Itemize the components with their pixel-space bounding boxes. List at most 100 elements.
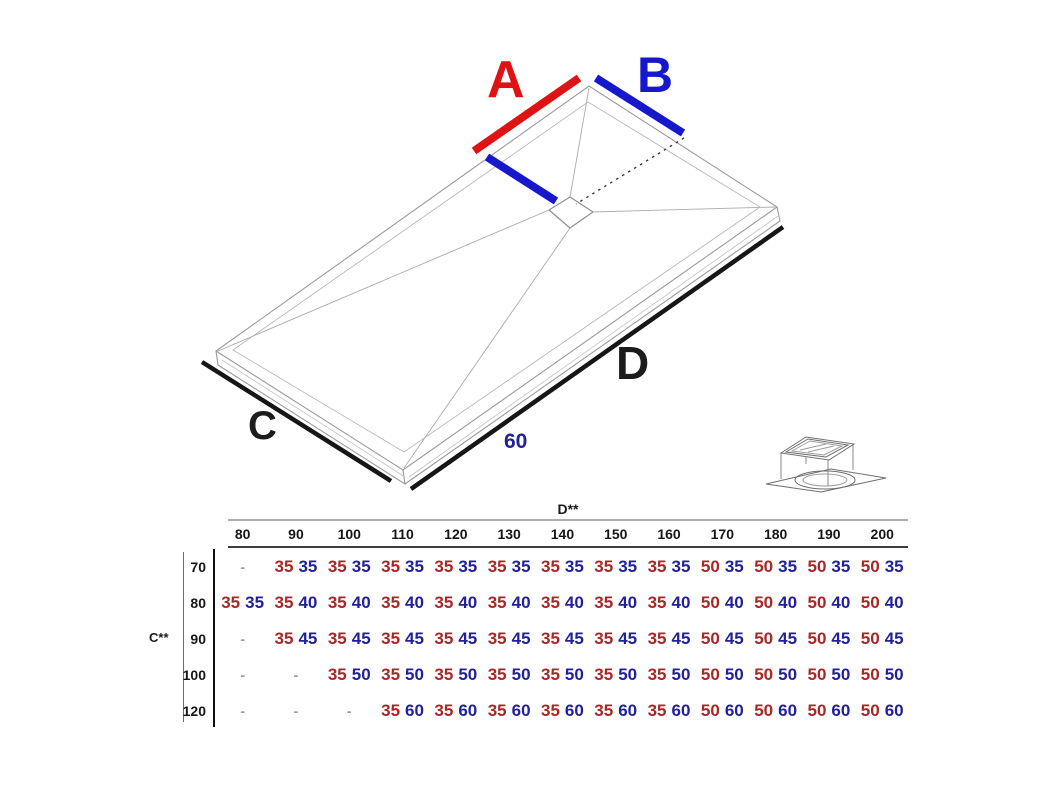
table-left-rule-thick [213,549,215,727]
value-b: 45 [671,629,691,648]
value-b: 35 [298,557,318,576]
value-b: 60 [724,701,744,720]
value-a: 35 [327,557,347,576]
value-a: 50 [807,629,827,648]
empty-cell-dash: - [293,703,299,719]
value-b: 45 [831,629,851,648]
value-b: 45 [884,629,904,648]
value-b: 60 [564,701,584,720]
value-b: 40 [511,593,531,612]
value-b: 45 [298,629,318,648]
table-cell: 35 40 [482,585,535,621]
table-cell: 35 35 [323,549,376,585]
value-a: 35 [541,557,560,576]
table-cell: 50 35 [749,549,802,585]
drain-offset-line [484,153,559,205]
table-cell: 35 60 [376,693,429,729]
value-a: 35 [381,665,401,684]
empty-cell-dash: - [346,703,352,719]
table-cell: 35 35 [482,549,535,585]
empty-cell-dash: - [293,667,299,683]
table-cell: 35 45 [376,621,429,657]
table-cell: 50 35 [802,549,855,585]
value-b: 40 [405,593,424,612]
value-b: 50 [778,665,798,684]
value-b: 40 [564,593,584,612]
table-cell: 50 40 [696,585,749,621]
table-cell: 35 45 [536,621,589,657]
value-a: 50 [754,701,774,720]
value-b: 40 [831,593,851,612]
value-b: 40 [298,593,318,612]
value-a: 50 [700,557,720,576]
table-column-headers: 80 90 100 110 120 130 140 150 160 170 180 190 200 [216,523,909,545]
value-b: 35 [405,557,424,576]
value-a: 50 [700,701,720,720]
table-cell: 35 40 [536,585,589,621]
row-header: 80 [190,595,206,611]
value-a: 50 [754,557,774,576]
value-a: 35 [594,593,614,612]
value-b: 45 [564,629,584,648]
value-b: 35 [884,557,904,576]
value-a: 50 [700,629,720,648]
table-cell: 35 40 [376,585,429,621]
value-a: 50 [860,629,880,648]
table-cell: 35 50 [642,657,695,693]
dimension-label-d: D [616,337,650,389]
value-a: 35 [541,629,560,648]
table-cell: 35 40 [323,585,376,621]
value-b: 35 [458,557,478,576]
table-cell: 35 35 [429,549,482,585]
value-b: 50 [884,665,904,684]
value-a: 50 [860,557,880,576]
value-a: 35 [647,629,667,648]
column-header: 90 [288,526,304,542]
empty-cell-dash: - [240,559,245,575]
value-a: 35 [381,593,401,612]
value-b: 60 [458,701,478,720]
table-cell: 50 60 [749,693,802,729]
table-cell: - [216,693,269,729]
value-b: 50 [564,665,584,684]
table-cell: 35 60 [589,693,642,729]
column-header: 80 [234,526,251,542]
value-b: 40 [724,593,744,612]
value-a: 50 [700,665,720,684]
table-cell: 35 50 [429,657,482,693]
table-cell: 50 45 [856,621,909,657]
table-cell: 35 60 [429,693,482,729]
value-a: 35 [487,701,507,720]
value-a: 35 [274,629,294,648]
value-a: 35 [487,557,507,576]
table-cell: 35 40 [642,585,695,621]
table-cell: 35 40 [589,585,642,621]
value-a: 50 [754,665,774,684]
table-cell: - [216,549,269,585]
table-cell: 50 50 [802,657,855,693]
value-a: 35 [594,665,614,684]
column-header: 180 [763,526,788,542]
table-cell: 35 35 [536,549,589,585]
table-cell: 50 60 [856,693,909,729]
table-cell: 35 50 [323,657,376,693]
table-body: -35 35 35 35 35 35 35 35 35 35 35 35 35 35 35 35 50 35 50 3… [216,549,909,729]
column-header: 130 [497,526,521,542]
table-cell: 50 35 [856,549,909,585]
value-b: 60 [618,701,638,720]
value-b: 45 [351,629,371,648]
value-b: 50 [405,665,424,684]
value-a: 50 [807,557,827,576]
table-top-rule [228,519,908,521]
value-a: 50 [807,701,827,720]
value-a: 35 [541,665,560,684]
value-b: 50 [351,665,371,684]
table-cell: 50 45 [749,621,802,657]
value-a: 35 [594,629,614,648]
value-b: 35 [618,557,638,576]
value-b: 50 [831,665,851,684]
value-a: 50 [807,593,827,612]
value-b: 50 [671,665,691,684]
